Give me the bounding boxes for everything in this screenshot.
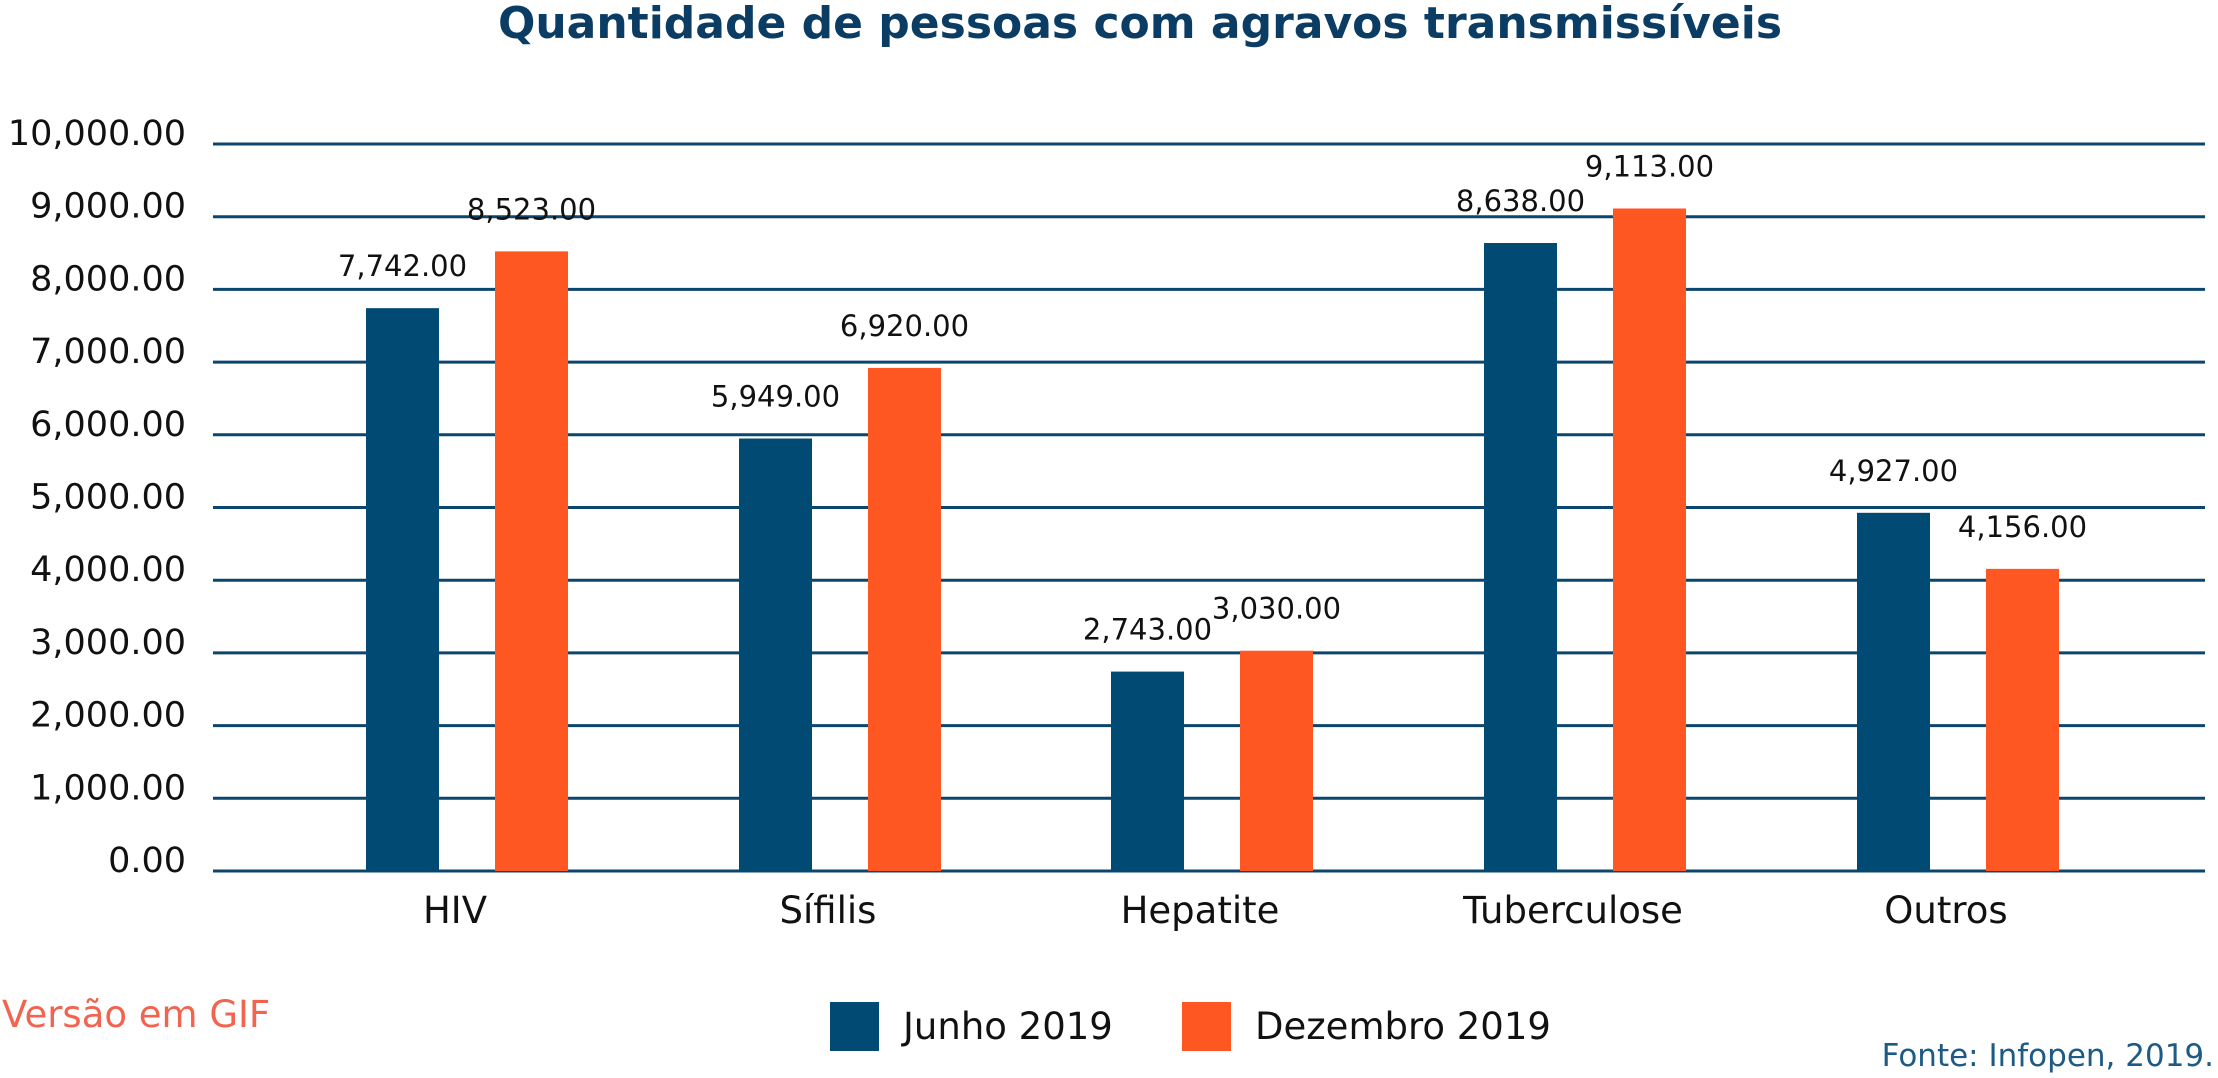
legend-swatch (1182, 1002, 1231, 1051)
y-tick-label: 3,000.00 (30, 623, 186, 663)
data-label: 4,156.00 (1958, 510, 2087, 544)
bar (1111, 671, 1184, 871)
data-label: 4,927.00 (1829, 454, 1958, 488)
legend-label: Dezembro 2019 (1255, 1005, 1551, 1048)
bar (1484, 243, 1557, 871)
y-tick-label: 2,000.00 (30, 696, 186, 736)
chart-title: Quantidade de pessoas com agravos transm… (498, 0, 1782, 49)
y-tick-label: 0.00 (108, 841, 186, 881)
source-note: Fonte: Infopen, 2019. (1881, 1038, 2214, 1074)
data-label: 3,030.00 (1212, 592, 1341, 626)
data-labels: 7,742.00 5,949.00 2,743.00 8,638.00 4,927.00… (338, 149, 2087, 646)
legend: Junho 2019 Dezembro 2019 (830, 1002, 1551, 1051)
bar (868, 367, 941, 871)
x-tick-label: Hepatite (1121, 889, 1280, 932)
x-tick-label: Tuberculose (1462, 889, 1683, 932)
y-tick-label: 1,000.00 (30, 768, 186, 808)
legend-swatch (830, 1002, 879, 1051)
x-tick-label: HIV (423, 889, 487, 932)
bar (1857, 512, 1930, 871)
gif-version-link[interactable]: Versão em GIF (2, 993, 271, 1036)
bar (366, 308, 439, 871)
y-tick-label: 6,000.00 (30, 405, 186, 445)
data-label: 8,638.00 (1456, 184, 1585, 218)
y-tick-label: 7,000.00 (30, 332, 186, 372)
y-tick-label: 9,000.00 (30, 187, 186, 227)
y-tick-label: 4,000.00 (30, 550, 186, 590)
x-tick-label: Sífilis (780, 889, 877, 932)
data-label: 6,920.00 (840, 309, 969, 343)
data-label: 8,523.00 (467, 192, 596, 226)
bar (495, 251, 568, 871)
bar (1240, 650, 1313, 871)
data-label: 9,113.00 (1585, 149, 1714, 183)
y-tick-label: 10,000.00 (8, 114, 186, 154)
bar (1613, 208, 1686, 872)
x-axis-ticks: HIV Sífilis Hepatite Tuberculose Outros (423, 889, 2008, 932)
legend-label: Junho 2019 (901, 1005, 1113, 1048)
bars (366, 208, 2059, 872)
x-tick-label: Outros (1884, 889, 2007, 932)
data-label: 2,743.00 (1083, 613, 1212, 647)
y-tick-label: 8,000.00 (30, 259, 186, 299)
bar (739, 438, 812, 871)
bar (1986, 568, 2059, 871)
data-label: 7,742.00 (338, 249, 467, 283)
y-axis-ticks: 0.00 1,000.00 2,000.00 3,000.00 4,000.00 5,00… (8, 114, 186, 881)
y-tick-label: 5,000.00 (30, 478, 186, 518)
data-label: 5,949.00 (711, 380, 840, 414)
